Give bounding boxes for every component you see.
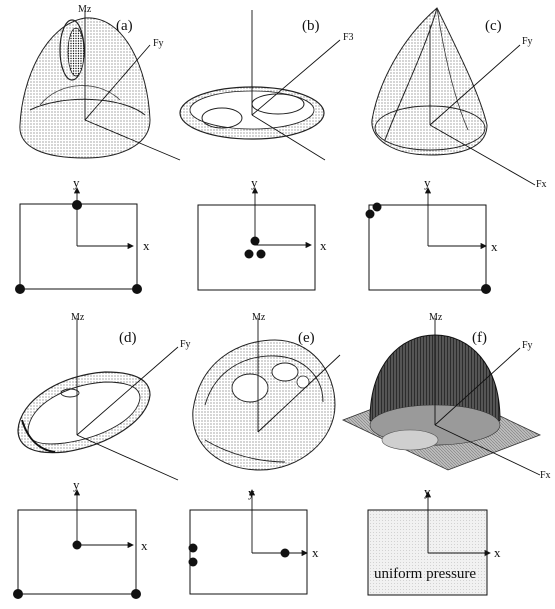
fp-f-y-label: y (424, 484, 431, 499)
x-axis-label-c: Fx (536, 179, 547, 190)
load-point (132, 284, 142, 294)
y-axis-label-c: Fy (522, 36, 533, 47)
z-axis-label-e: Mz (252, 312, 266, 323)
load-point (481, 284, 491, 294)
footprint-c: y x (366, 175, 499, 294)
fp-b-x-label: x (320, 238, 327, 253)
fp-d-x-label: x (141, 538, 148, 553)
load-point (366, 210, 375, 219)
panel-b-3d: F3 (b) (180, 10, 354, 160)
x-axis-label-f: Fx (540, 470, 551, 481)
y-axis-label-a: Fy (153, 38, 164, 49)
footprint-b: y x (198, 175, 327, 290)
y-axis-label-d: Fy (180, 339, 191, 350)
load-point (257, 250, 266, 259)
load-point (373, 203, 382, 212)
panel-f-3d: Mz Fy Fx (f) (343, 312, 551, 481)
fp-e-x-label: x (312, 545, 319, 560)
fp-d-y-label: y (73, 477, 80, 492)
uniform-pressure-area (368, 510, 487, 595)
load-point (189, 558, 198, 567)
panel-label-c: (c) (485, 18, 502, 34)
fp-b-y-label: y (251, 175, 258, 190)
footprint-d: y x (13, 477, 148, 599)
z-axis-label-a: Mz (78, 4, 92, 15)
fp-c-y-label: y (424, 175, 431, 190)
load-point (15, 284, 25, 294)
y-axis-label-b: F3 (343, 32, 354, 43)
fp-a-x-label: x (143, 238, 150, 253)
load-point (73, 541, 82, 550)
panel-label-d: (d) (119, 330, 137, 346)
panel-label-a: (a) (116, 18, 133, 34)
fp-c-x-label: x (491, 239, 498, 254)
load-point (131, 589, 141, 599)
load-point (189, 544, 198, 553)
fp-f-x-label: x (494, 545, 501, 560)
z-axis-label-d: Mz (71, 312, 85, 323)
panel-label-b: (b) (302, 18, 320, 34)
fp-a-y-label: y (73, 175, 80, 190)
footprint-f: y x uniform pressure (368, 484, 501, 595)
panel-label-f: (f) (472, 330, 487, 346)
y-axis-label-f: Fy (522, 340, 533, 351)
uniform-pressure-label: uniform pressure (374, 566, 476, 582)
load-point (251, 237, 260, 246)
panel-a-3d: Mz Fy (a) (20, 4, 180, 160)
z-axis-label-f: Mz (429, 312, 443, 323)
panel-e-3d: Mz (e) (193, 312, 340, 470)
footprint-e: y x (189, 485, 320, 594)
panel-label-e: (e) (298, 330, 315, 346)
panel-c-3d: Fy Fx (c) (372, 8, 547, 190)
panel-d-3d: Mz Fy (d) (18, 312, 191, 480)
load-point (72, 200, 82, 210)
surface-e (193, 340, 335, 470)
fp-e-y-label: y (248, 485, 255, 500)
footprint-a: y x (15, 175, 150, 294)
load-point (13, 589, 23, 599)
load-point (245, 250, 254, 259)
load-point (281, 549, 290, 558)
